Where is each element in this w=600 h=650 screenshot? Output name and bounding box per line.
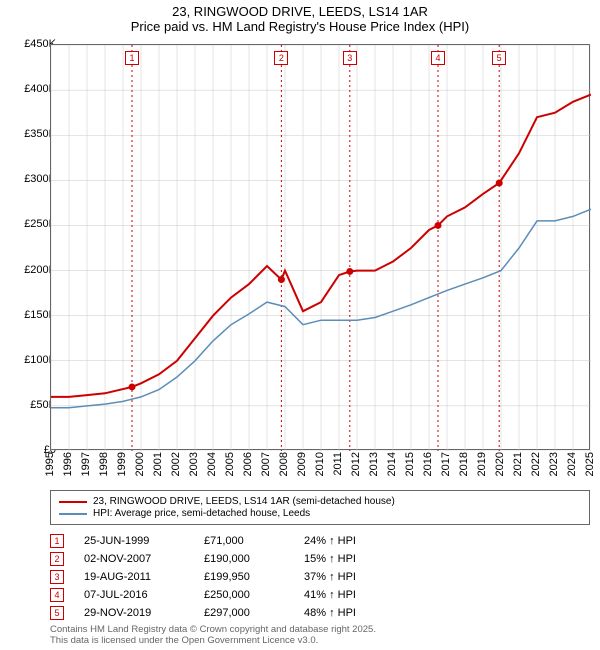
chart-marker-5: 5 xyxy=(492,51,506,65)
x-axis-label: 2019 xyxy=(476,452,488,476)
x-axis-label: 2015 xyxy=(404,452,416,476)
x-axis-label: 1995 xyxy=(44,452,56,476)
x-axis-label: 2014 xyxy=(386,452,398,476)
transaction-marker: 1 xyxy=(50,534,64,548)
x-axis-label: 2003 xyxy=(188,452,200,476)
footnote-line1: Contains HM Land Registry data © Crown c… xyxy=(50,624,376,635)
title-sub: Price paid vs. HM Land Registry's House … xyxy=(0,19,600,34)
transaction-marker: 3 xyxy=(50,570,64,584)
x-axis-label: 2023 xyxy=(548,452,560,476)
x-axis-label: 2016 xyxy=(422,452,434,476)
transactions-table: 1 25-JUN-1999 £71,000 24% ↑ HPI 2 02-NOV… xyxy=(50,530,356,624)
x-axis-label: 1998 xyxy=(98,452,110,476)
chart-marker-2: 2 xyxy=(274,51,288,65)
chart-marker-1: 1 xyxy=(125,51,139,65)
transaction-pct: 24% ↑ HPI xyxy=(304,535,356,547)
x-axis-label: 2021 xyxy=(512,452,524,476)
x-axis-label: 2013 xyxy=(368,452,380,476)
x-axis-label: 2000 xyxy=(134,452,146,476)
x-axis-label: 1997 xyxy=(80,452,92,476)
legend-label: 23, RINGWOOD DRIVE, LEEDS, LS14 1AR (sem… xyxy=(93,496,395,507)
x-axis-label: 2006 xyxy=(242,452,254,476)
chart-container: 23, RINGWOOD DRIVE, LEEDS, LS14 1AR Pric… xyxy=(0,0,600,650)
chart-marker-4: 4 xyxy=(431,51,445,65)
transaction-pct: 48% ↑ HPI xyxy=(304,607,356,619)
transaction-price: £71,000 xyxy=(204,535,304,547)
x-axis-label: 1999 xyxy=(116,452,128,476)
transaction-date: 25-JUN-1999 xyxy=(84,535,204,547)
transaction-marker: 4 xyxy=(50,588,64,602)
transaction-price: £199,950 xyxy=(204,571,304,583)
x-axis-label: 2010 xyxy=(314,452,326,476)
transaction-date: 02-NOV-2007 xyxy=(84,553,204,565)
x-axis-label: 2008 xyxy=(278,452,290,476)
chart-svg xyxy=(51,45,591,451)
legend-swatch xyxy=(59,501,87,503)
title-block: 23, RINGWOOD DRIVE, LEEDS, LS14 1AR Pric… xyxy=(0,0,600,34)
transaction-price: £250,000 xyxy=(204,589,304,601)
transaction-row: 3 19-AUG-2011 £199,950 37% ↑ HPI xyxy=(50,570,356,584)
transaction-date: 19-AUG-2011 xyxy=(84,571,204,583)
transaction-row: 2 02-NOV-2007 £190,000 15% ↑ HPI xyxy=(50,552,356,566)
footnote-line2: This data is licensed under the Open Gov… xyxy=(50,635,376,646)
transaction-date: 29-NOV-2019 xyxy=(84,607,204,619)
transaction-date: 07-JUL-2016 xyxy=(84,589,204,601)
x-axis-label: 2025 xyxy=(584,452,596,476)
x-axis-label: 2004 xyxy=(206,452,218,476)
footnote: Contains HM Land Registry data © Crown c… xyxy=(50,624,376,646)
x-axis-label: 2011 xyxy=(332,452,344,476)
transaction-pct: 37% ↑ HPI xyxy=(304,571,356,583)
transaction-marker: 2 xyxy=(50,552,64,566)
x-axis-label: 2001 xyxy=(152,452,164,476)
x-axis-label: 2020 xyxy=(494,452,506,476)
legend-item: 23, RINGWOOD DRIVE, LEEDS, LS14 1AR (sem… xyxy=(59,496,581,507)
legend-label: HPI: Average price, semi-detached house,… xyxy=(93,508,310,519)
chart-marker-3: 3 xyxy=(343,51,357,65)
x-axis-label: 2002 xyxy=(170,452,182,476)
transaction-row: 1 25-JUN-1999 £71,000 24% ↑ HPI xyxy=(50,534,356,548)
x-axis-label: 2007 xyxy=(260,452,272,476)
legend-swatch xyxy=(59,513,87,515)
transaction-price: £190,000 xyxy=(204,553,304,565)
transaction-row: 4 07-JUL-2016 £250,000 41% ↑ HPI xyxy=(50,588,356,602)
x-axis-label: 2022 xyxy=(530,452,542,476)
x-axis-label: 2024 xyxy=(566,452,578,476)
x-axis-label: 2009 xyxy=(296,452,308,476)
x-axis-label: 2018 xyxy=(458,452,470,476)
x-axis-label: 2005 xyxy=(224,452,236,476)
legend: 23, RINGWOOD DRIVE, LEEDS, LS14 1AR (sem… xyxy=(50,490,590,525)
legend-item: HPI: Average price, semi-detached house,… xyxy=(59,508,581,519)
title-main: 23, RINGWOOD DRIVE, LEEDS, LS14 1AR xyxy=(0,4,600,19)
transaction-marker: 5 xyxy=(50,606,64,620)
transaction-row: 5 29-NOV-2019 £297,000 48% ↑ HPI xyxy=(50,606,356,620)
chart-plot-area: 1 2 3 4 5 xyxy=(50,44,590,450)
x-axis-label: 2017 xyxy=(440,452,452,476)
transaction-price: £297,000 xyxy=(204,607,304,619)
x-axis-label: 1996 xyxy=(62,452,74,476)
x-axis-label: 2012 xyxy=(350,452,362,476)
transaction-pct: 41% ↑ HPI xyxy=(304,589,356,601)
transaction-pct: 15% ↑ HPI xyxy=(304,553,356,565)
